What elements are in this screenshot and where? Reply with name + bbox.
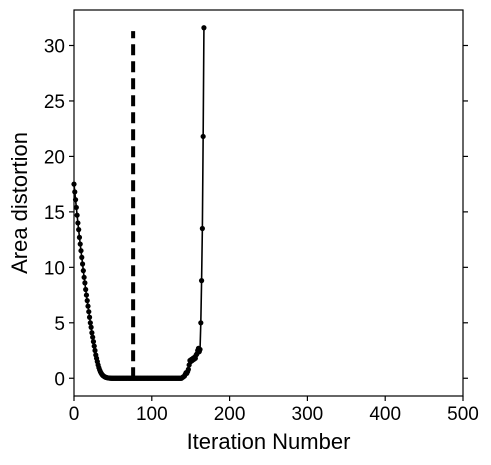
y-axis-label: Area distortion <box>7 132 32 274</box>
series-line <box>73 27 205 380</box>
data-point <box>83 292 90 298</box>
data-point <box>90 334 96 340</box>
x-tick-label: 300 <box>292 404 324 425</box>
data-point <box>75 220 81 226</box>
data-point <box>185 366 191 372</box>
data-point <box>91 343 97 349</box>
data-point <box>76 227 82 233</box>
data-point <box>197 346 203 353</box>
y-tick-label: 15 <box>44 203 65 224</box>
data-point <box>72 189 78 195</box>
x-tick-label: 200 <box>214 404 246 425</box>
y-tick-label: 20 <box>44 147 65 168</box>
data-point <box>82 280 88 286</box>
data-point <box>90 339 97 345</box>
data-point <box>200 133 206 140</box>
data-point <box>198 320 204 326</box>
y-tick-label: 30 <box>44 36 65 57</box>
y-tick-label: 5 <box>54 314 65 335</box>
data-point <box>87 320 93 326</box>
y-tick-label: 10 <box>44 258 65 279</box>
y-tick-label: 25 <box>44 92 65 113</box>
axes-layer: 0 100 200 300 400 500 0 5 10 15 20 25 30 <box>44 36 479 425</box>
data-point <box>78 248 84 254</box>
data-point <box>84 298 90 304</box>
data-point <box>199 225 205 232</box>
data-point <box>89 330 95 336</box>
x-axis-label: Iteration Number <box>187 429 351 454</box>
data-point <box>86 314 93 320</box>
x-tick-label: 0 <box>69 404 80 425</box>
data-point <box>73 204 79 211</box>
data-point <box>76 234 83 240</box>
data-point <box>88 324 94 330</box>
plot-frame <box>73 9 464 397</box>
data-point <box>74 212 80 218</box>
data-point <box>79 254 85 260</box>
x-tick-label: 400 <box>369 404 401 425</box>
data-point <box>80 268 86 274</box>
y-tick-label: 0 <box>54 369 65 390</box>
data-point <box>79 261 86 267</box>
data-layer <box>71 25 207 381</box>
data-point <box>85 303 91 309</box>
data-point <box>198 278 205 284</box>
data-point <box>81 274 87 280</box>
x-tick-label: 500 <box>447 404 479 425</box>
data-point <box>83 286 89 293</box>
x-tick-label: 100 <box>136 404 168 425</box>
data-point <box>201 25 207 31</box>
data-point <box>86 309 92 315</box>
data-point <box>92 347 98 354</box>
data-point <box>77 241 83 247</box>
